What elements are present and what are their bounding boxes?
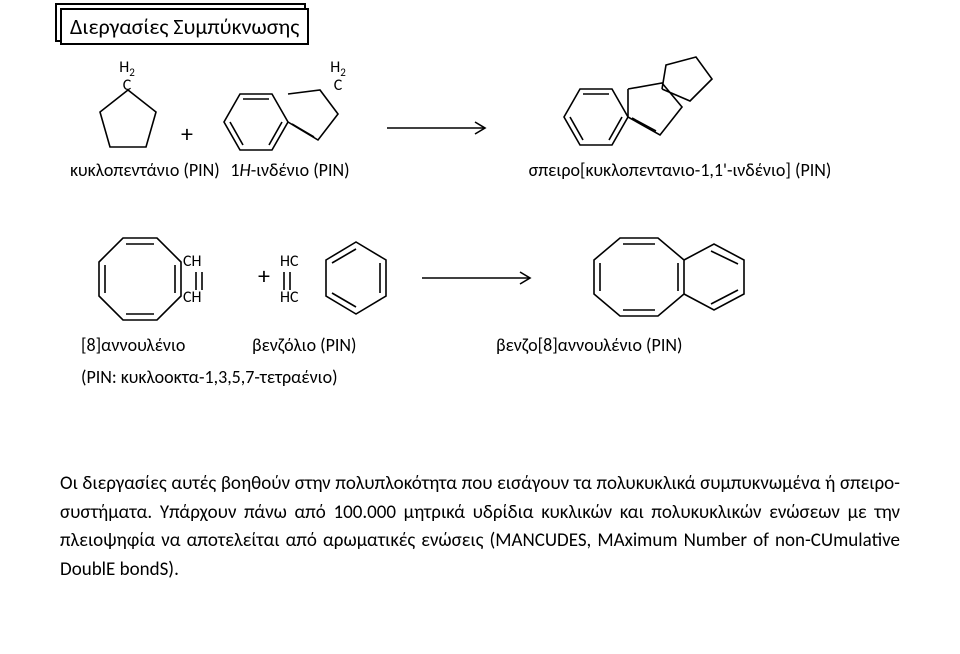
- mol-spiro: σπειρο[κυκλοπεντανιο-1,1'-ινδένιο] (PIN): [510, 55, 850, 181]
- benzoannulene-name: βενζο[8]αννουλένιο (PIN): [496, 334, 820, 356]
- annulene8-sub: (PIN: κυκλοοκτα-1,3,5,7-τετραένιο): [81, 366, 250, 388]
- title-text: Διεργασίες Συμπύκνωσης: [70, 13, 299, 40]
- indene-h: H: [240, 159, 251, 181]
- cyclopentane-svg: [78, 82, 198, 162]
- annulene8-name: [8]αννουλένιο: [81, 334, 250, 356]
- hc-dbond: [281, 270, 301, 300]
- indene-prefix: 1: [230, 159, 239, 181]
- benzoannulene-svg: [580, 224, 780, 330]
- hc-label-1: HC: [280, 254, 299, 270]
- indene-svg: [210, 82, 370, 162]
- benzene-name: βενζόλιο (PIN): [252, 334, 420, 356]
- title-box: Διεργασίες Συμπύκνωσης: [60, 8, 309, 45]
- mol-annulene8: CH CH [8]αννουλένιο (PIN: κυκλοοκτα-1,3,…: [75, 230, 250, 388]
- arrow-1: [385, 118, 495, 138]
- mol-indene: H2C 1H-ινδένιο (PIN): [210, 60, 370, 181]
- ch-label-1: CH: [183, 254, 202, 270]
- spiro-svg: [550, 55, 780, 155]
- arrow-2: [420, 268, 540, 288]
- body-paragraph: Οι διεργασίες αυτές βοηθούν στην πολυπλο…: [60, 470, 900, 584]
- benzene-svg: [306, 230, 406, 330]
- cyclopentane-name: κυκλοπεντάνιο (PIN): [70, 159, 200, 181]
- mol-benzoannulene: βενζο[8]αννουλένιο (PIN): [560, 224, 820, 356]
- annulene8-svg: [75, 230, 205, 330]
- spiro-name: σπειρο[κυκλοπεντανιο-1,1'-ινδένιο] (PIN): [510, 159, 850, 181]
- mol-benzene: HC HC βενζόλιο (PIN): [280, 230, 420, 356]
- plus-2: +: [258, 262, 270, 291]
- ch-dbond: [193, 270, 213, 300]
- indene-name: 1H-ινδένιο (PIN): [210, 159, 370, 181]
- indene-rest: -ινδένιο (PIN): [251, 159, 350, 181]
- plus-1: +: [181, 120, 193, 149]
